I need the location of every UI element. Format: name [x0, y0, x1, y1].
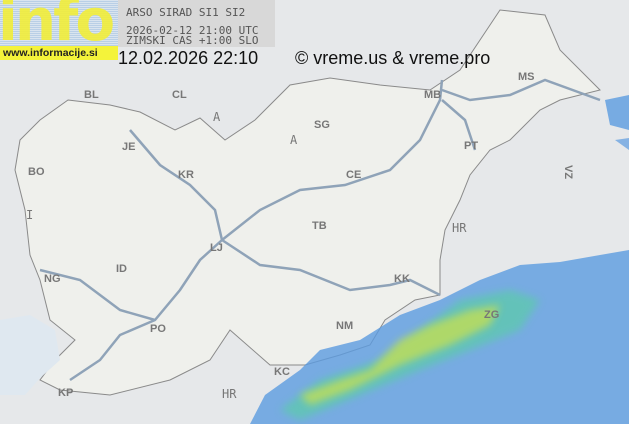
city-CL: CL: [172, 89, 187, 101]
city-SG: SG: [314, 119, 330, 131]
country-label-croatia: HR: [222, 387, 237, 401]
city-MB: MB: [424, 89, 441, 101]
city-KR: KR: [178, 169, 194, 181]
country-label-italy: I: [26, 208, 33, 222]
slovenia-land: [14, 9, 601, 396]
utc-time: 2026-02-12 21:00 UTC: [126, 24, 259, 37]
radar-source: ARSO SIRAD SI1 SI2: [126, 6, 246, 19]
country-label-croatia: HR: [452, 221, 467, 235]
city-BO: BO: [28, 166, 45, 178]
adriatic-sea: [0, 315, 60, 395]
website-link[interactable]: www.informacije.si: [0, 46, 118, 60]
city-VZ: VZ: [562, 165, 574, 179]
city-PO: PO: [150, 323, 166, 335]
city-CE: CE: [346, 169, 361, 181]
city-labels: BL CL JE BO KR LJ ID NG PO KP KC NM KK T…: [28, 71, 574, 399]
radar-precipitation: [250, 95, 629, 424]
city-NG: NG: [44, 273, 61, 285]
copyright: © vreme.us & vreme.pro: [295, 48, 491, 68]
city-JE: JE: [122, 141, 135, 153]
city-KC: KC: [274, 366, 290, 378]
city-PT: PT: [464, 140, 478, 152]
city-LJ: LJ: [210, 242, 223, 254]
city-MS: MS: [518, 71, 535, 83]
local-time-note: ZIMSKI CAS +1:00 SLO: [126, 34, 259, 47]
timestamp: 12.02.2026 22:10: [118, 48, 259, 68]
city-ID: ID: [116, 263, 127, 275]
logo-text: info: [0, 0, 115, 46]
highways: [39, 78, 601, 382]
city-NM: NM: [336, 320, 353, 332]
info-panel: ARSO SIRAD SI1 SI2 2026-02-12 21:00 UTC …: [118, 0, 275, 47]
city-KK: KK: [394, 273, 410, 285]
city-ZG: ZG: [484, 309, 499, 321]
country-label-austria: A: [290, 133, 298, 147]
country-label-austria: A: [213, 110, 221, 124]
city-TB: TB: [312, 220, 327, 232]
logo: info: [0, 0, 118, 46]
city-BL: BL: [84, 89, 99, 101]
city-KP: KP: [58, 387, 73, 399]
